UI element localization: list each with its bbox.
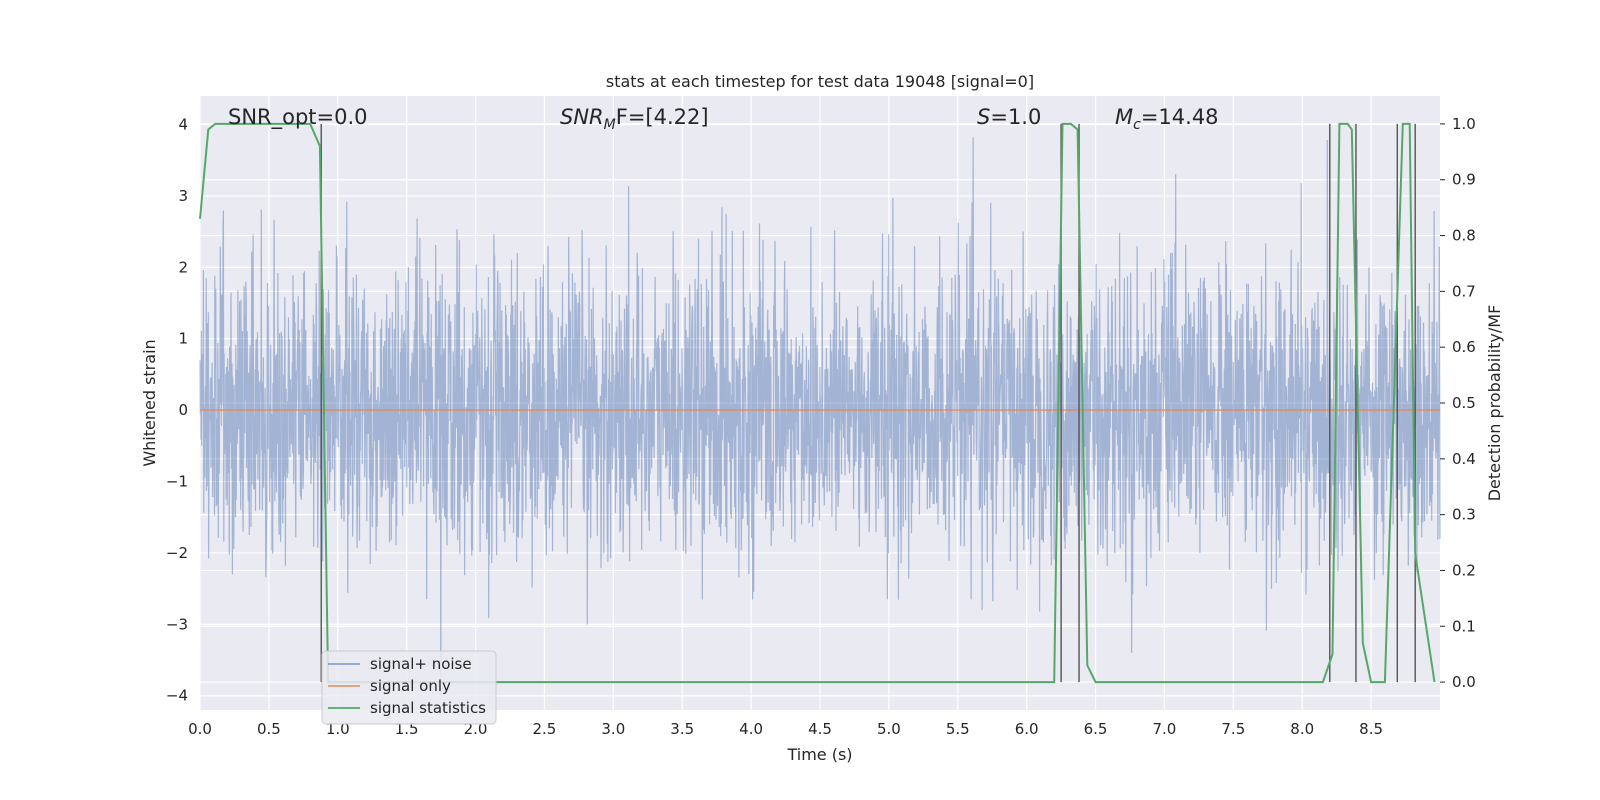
x-tick-label: 0.0	[188, 720, 212, 738]
annotation-mc-rest: =14.48	[1141, 105, 1219, 129]
annotation-s-rest: =1.0	[990, 105, 1041, 129]
noise-series	[199, 137, 1441, 696]
chart-title: stats at each timestep for test data 190…	[606, 72, 1034, 91]
x-tick-label: 5.5	[946, 720, 970, 738]
y-tick-label-left: 0	[178, 401, 188, 419]
y-tick-label-left: 4	[178, 116, 188, 134]
y-tick-label-right: 0.9	[1452, 171, 1476, 189]
y-tick-label-right: 0.0	[1452, 673, 1476, 691]
y-tick-label-right: 0.6	[1452, 338, 1476, 356]
x-tick-label: 3.5	[670, 720, 694, 738]
annotation-snr-mf-main: SNR	[560, 105, 604, 129]
x-tick-label: 3.0	[601, 720, 625, 738]
y-axis-label-right: Detection probability/MF	[1485, 305, 1504, 502]
x-axis-label: Time (s)	[786, 745, 852, 764]
x-tick-label: 7.5	[1221, 720, 1245, 738]
annotation-s-main: S	[977, 105, 990, 129]
y-tick-label-left: −1	[166, 473, 188, 491]
y-tick-label-right: 0.8	[1452, 227, 1476, 245]
x-tick-label: 6.0	[1015, 720, 1039, 738]
x-tick-label: 4.5	[808, 720, 832, 738]
grid	[199, 96, 1440, 710]
y-tick-label-right: 0.3	[1452, 506, 1476, 524]
annotation-snr-mf-sub: M	[604, 117, 616, 133]
annotation-snr-mf-rest: F=[4.22]	[616, 105, 709, 129]
legend-box	[321, 650, 497, 725]
annotation-s: S=1.0	[977, 105, 1041, 129]
y-tick-label-right: 0.7	[1452, 282, 1476, 300]
y-tick-label-left: −3	[166, 615, 188, 633]
legend-label-statistics: signal statistics	[370, 699, 486, 717]
y-tick-label-left: 1	[178, 330, 188, 348]
y-tick-label-left: −2	[166, 544, 188, 562]
noise-line	[199, 137, 1441, 696]
annotation-snr-mf: SNRMF=[4.22]	[560, 105, 709, 133]
x-tick-label: 4.0	[739, 720, 763, 738]
y-tick-label-left: 3	[178, 187, 188, 205]
y-tick-label-right: 0.4	[1452, 450, 1476, 468]
annotation-mc: Mc=14.48	[1115, 105, 1219, 133]
legend-label-signal: signal only	[370, 677, 451, 695]
x-tick-label: 5.0	[877, 720, 901, 738]
legend-label-noise: signal+ noise	[370, 655, 472, 673]
y-tick-label-right: 0.2	[1452, 561, 1476, 579]
y-tick-label-right: 0.1	[1452, 617, 1476, 635]
x-tick-label: 8.0	[1290, 720, 1314, 738]
ticks: 0.0 0.5 1.0 1.5 2.0 2.5 3.0 3.5 4.0 4.5 5.0 5.5 6.0 6…	[166, 115, 1476, 738]
x-tick-label: 6.5	[1084, 720, 1108, 738]
x-tick-label: 7.0	[1153, 720, 1177, 738]
legend: signal+ noise signal only signal statist…	[321, 650, 497, 725]
x-tick-label: 2.5	[533, 720, 557, 738]
y-axis-label-left: Whitened strain	[140, 339, 159, 466]
annotation-mc-main: M	[1115, 105, 1133, 129]
y-tick-label-right: 1.0	[1452, 115, 1476, 133]
x-tick-label: 0.5	[257, 720, 281, 738]
annotation-mc-sub: c	[1133, 117, 1141, 133]
y-tick-label-right: 0.5	[1452, 394, 1476, 412]
statistics-series	[199, 122, 1436, 684]
annotation-snr-opt: SNR_opt=0.0	[228, 105, 368, 130]
x-tick-label: 8.5	[1359, 720, 1383, 738]
statistics-line	[199, 122, 1436, 684]
y-tick-label-left: −4	[166, 687, 188, 705]
y-tick-label-left: 2	[178, 258, 188, 276]
